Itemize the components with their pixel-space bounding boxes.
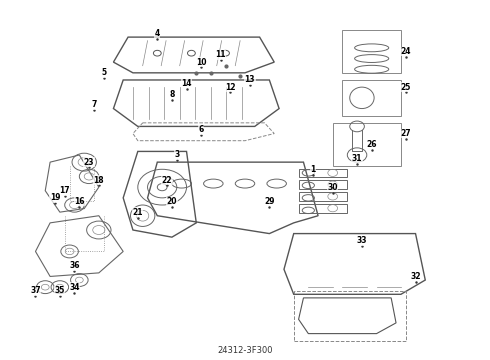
Text: 5: 5 <box>101 68 106 77</box>
Text: 26: 26 <box>367 140 377 149</box>
Text: 36: 36 <box>69 261 80 270</box>
Text: 24: 24 <box>400 47 411 56</box>
Bar <box>333 123 401 166</box>
Text: 17: 17 <box>59 186 70 195</box>
Text: 33: 33 <box>357 236 367 245</box>
Text: 21: 21 <box>133 208 143 217</box>
Text: 8: 8 <box>169 90 174 99</box>
Text: 12: 12 <box>225 83 236 92</box>
Text: 25: 25 <box>401 83 411 92</box>
Text: 16: 16 <box>74 197 85 206</box>
Text: 1: 1 <box>311 165 316 174</box>
Bar <box>343 80 401 116</box>
Text: 4: 4 <box>155 29 160 38</box>
Bar <box>298 204 347 212</box>
Text: 20: 20 <box>167 197 177 206</box>
Text: 23: 23 <box>84 158 95 167</box>
Text: 7: 7 <box>91 100 97 109</box>
Text: 29: 29 <box>264 197 274 206</box>
Text: 37: 37 <box>30 286 41 295</box>
Text: 19: 19 <box>49 193 60 202</box>
Text: 3: 3 <box>174 150 179 159</box>
Text: 27: 27 <box>400 129 411 138</box>
Text: 30: 30 <box>327 183 338 192</box>
Text: 6: 6 <box>198 126 204 135</box>
Text: 22: 22 <box>162 176 172 185</box>
Bar <box>298 192 347 201</box>
Text: 10: 10 <box>196 58 206 67</box>
Text: 18: 18 <box>94 176 104 185</box>
Bar <box>298 168 347 177</box>
Text: 35: 35 <box>55 286 65 295</box>
Bar <box>298 180 347 189</box>
Bar <box>343 30 401 73</box>
Text: 14: 14 <box>181 79 192 88</box>
Text: 31: 31 <box>352 154 362 163</box>
Text: 24312-3F300: 24312-3F300 <box>217 346 273 355</box>
Text: 13: 13 <box>245 76 255 85</box>
Bar <box>294 291 406 341</box>
Text: 32: 32 <box>410 272 421 281</box>
Text: 11: 11 <box>216 50 226 59</box>
Text: 34: 34 <box>69 283 80 292</box>
